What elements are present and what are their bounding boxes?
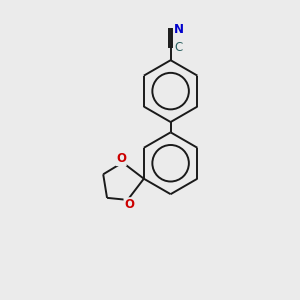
Text: N: N <box>174 23 184 36</box>
Text: C: C <box>174 41 182 54</box>
Text: O: O <box>124 198 134 211</box>
Text: O: O <box>116 152 126 166</box>
